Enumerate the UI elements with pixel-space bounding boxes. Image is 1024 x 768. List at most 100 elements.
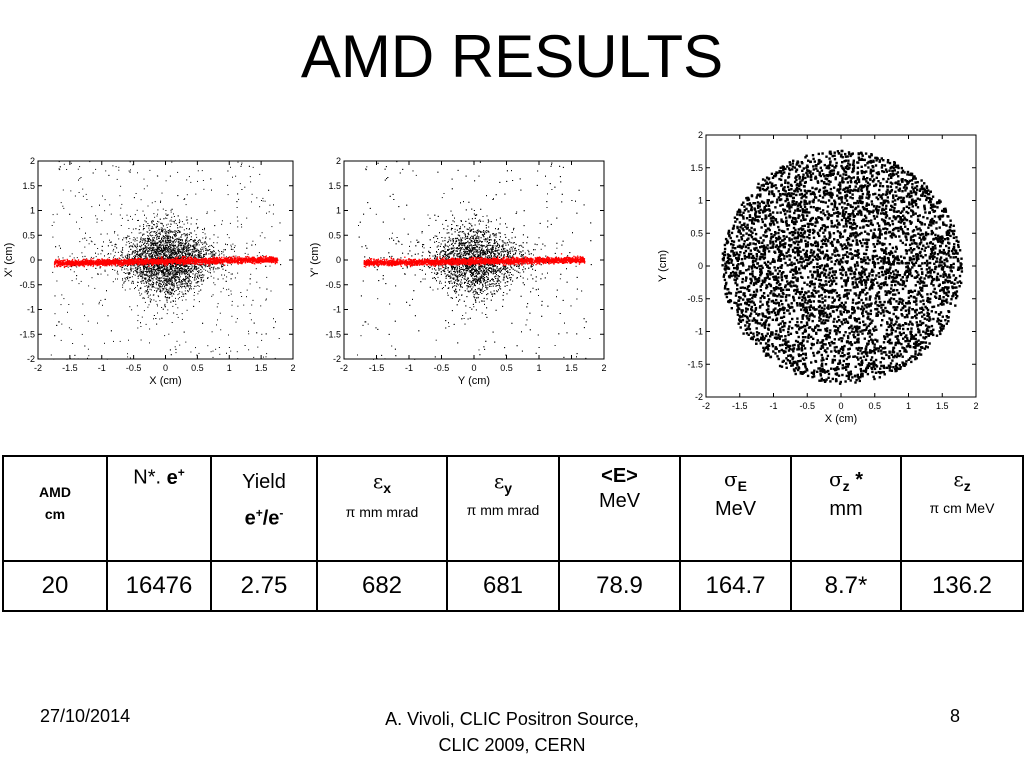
point xyxy=(151,226,153,228)
point xyxy=(150,235,152,237)
point xyxy=(166,273,168,275)
point xyxy=(169,241,171,243)
point xyxy=(210,178,212,180)
point xyxy=(176,282,177,284)
point xyxy=(184,265,186,267)
point xyxy=(174,274,176,275)
point xyxy=(108,174,110,176)
point xyxy=(159,250,161,252)
point xyxy=(221,260,223,262)
point xyxy=(221,223,223,225)
point xyxy=(177,307,179,309)
point xyxy=(204,266,206,268)
point xyxy=(142,251,144,253)
point xyxy=(218,347,220,348)
point xyxy=(158,284,160,285)
point xyxy=(198,254,200,256)
point xyxy=(76,266,78,268)
point xyxy=(150,301,152,303)
point xyxy=(181,234,183,236)
point xyxy=(182,269,184,270)
point xyxy=(162,267,164,268)
point xyxy=(146,231,148,233)
point xyxy=(158,229,160,231)
point xyxy=(149,255,151,257)
point xyxy=(179,277,180,279)
point xyxy=(103,241,104,243)
point xyxy=(153,213,155,215)
point xyxy=(120,185,122,187)
point xyxy=(160,290,162,292)
point xyxy=(131,282,133,284)
point xyxy=(112,250,114,252)
point xyxy=(214,263,216,265)
point xyxy=(194,250,196,252)
point xyxy=(193,248,195,250)
point xyxy=(149,284,151,286)
point xyxy=(143,274,145,276)
point xyxy=(198,270,200,272)
point xyxy=(171,271,173,273)
point xyxy=(197,281,199,283)
point xyxy=(165,244,167,246)
point xyxy=(202,257,204,259)
point xyxy=(198,267,200,269)
point xyxy=(175,245,176,247)
point xyxy=(165,217,166,219)
point xyxy=(265,265,267,267)
point xyxy=(128,235,130,237)
point xyxy=(127,353,128,355)
point xyxy=(156,223,158,224)
point xyxy=(155,284,157,286)
point xyxy=(177,268,178,270)
point xyxy=(84,315,86,317)
point xyxy=(116,178,118,180)
point xyxy=(66,169,68,170)
point xyxy=(97,253,99,255)
point xyxy=(173,284,175,286)
point xyxy=(137,272,139,274)
point xyxy=(155,269,157,271)
point xyxy=(146,252,148,254)
point xyxy=(195,347,196,349)
point xyxy=(207,277,209,279)
point xyxy=(156,303,158,305)
point xyxy=(147,292,149,294)
point xyxy=(155,281,157,283)
point xyxy=(141,281,143,283)
point xyxy=(149,277,150,279)
point xyxy=(130,215,131,217)
point xyxy=(160,227,162,229)
point xyxy=(140,287,142,289)
point xyxy=(143,188,145,190)
point xyxy=(162,240,164,241)
point xyxy=(147,296,149,298)
point xyxy=(141,276,143,277)
point xyxy=(147,271,149,272)
point xyxy=(157,268,159,270)
point xyxy=(172,265,174,267)
point xyxy=(193,267,195,269)
point xyxy=(58,161,60,163)
point xyxy=(178,284,180,286)
point xyxy=(155,232,157,234)
point xyxy=(163,247,165,249)
point xyxy=(153,267,155,269)
point xyxy=(163,225,164,227)
point xyxy=(214,254,216,256)
point xyxy=(139,250,141,252)
point xyxy=(127,264,130,266)
point xyxy=(141,253,143,255)
point xyxy=(144,245,146,247)
point xyxy=(148,268,150,270)
point xyxy=(148,253,150,255)
point xyxy=(173,283,175,285)
point xyxy=(63,207,65,209)
point xyxy=(160,222,162,224)
point xyxy=(151,275,153,277)
point xyxy=(153,239,155,241)
point xyxy=(147,223,149,224)
point xyxy=(211,254,213,256)
point xyxy=(161,250,163,252)
point xyxy=(170,272,172,274)
